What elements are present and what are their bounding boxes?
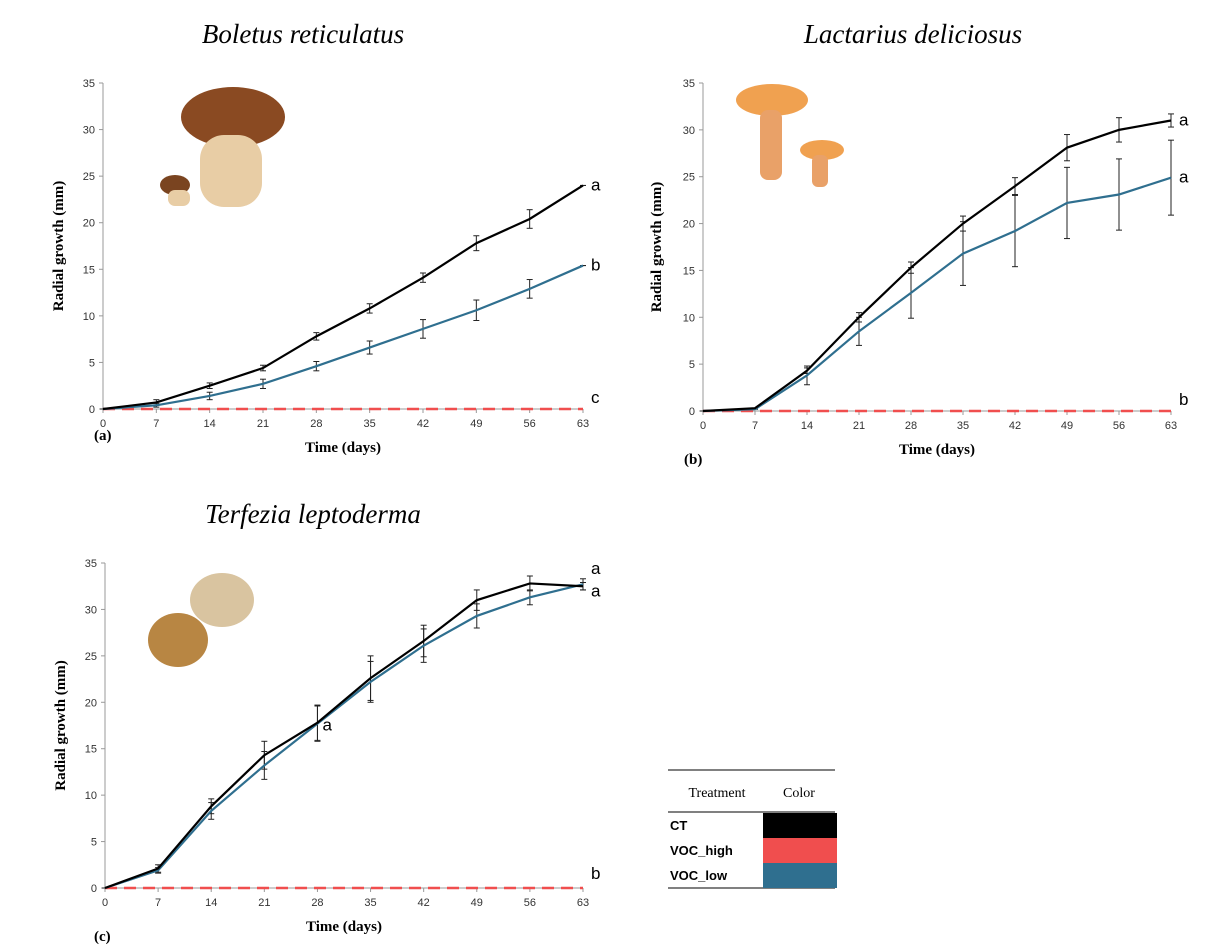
end-label: a xyxy=(591,175,601,194)
end-label: c xyxy=(591,388,600,407)
x-tick-label: 49 xyxy=(471,897,483,909)
panel-label: (b) xyxy=(684,452,702,468)
x-axis-label: Time (days) xyxy=(306,919,382,935)
x-tick-label: 56 xyxy=(1113,420,1125,432)
x-tick-label: 14 xyxy=(204,418,216,430)
x-tick-label: 0 xyxy=(102,897,108,909)
panel-label: (a) xyxy=(94,428,112,444)
y-tick-label: 0 xyxy=(89,404,95,416)
y-tick-label: 5 xyxy=(89,357,95,369)
legend-swatch xyxy=(763,838,837,863)
x-axis-label: Time (days) xyxy=(899,442,975,458)
x-tick-label: 63 xyxy=(577,418,589,430)
y-tick-label: 15 xyxy=(83,264,95,276)
y-tick-label: 10 xyxy=(83,311,95,323)
end-label: b xyxy=(591,864,600,883)
y-tick-label: 25 xyxy=(683,172,695,184)
y-tick-label: 35 xyxy=(83,78,95,90)
x-tick-label: 63 xyxy=(1165,420,1177,432)
y-tick-label: 30 xyxy=(83,125,95,137)
y-tick-label: 15 xyxy=(683,265,695,277)
x-tick-label: 35 xyxy=(364,897,376,909)
y-tick-label: 5 xyxy=(689,359,695,371)
annotation: a xyxy=(322,716,332,735)
x-tick-label: 28 xyxy=(311,897,323,909)
x-tick-label: 28 xyxy=(905,420,917,432)
x-tick-label: 35 xyxy=(364,418,376,430)
y-tick-label: 20 xyxy=(85,697,97,709)
legend-swatch xyxy=(763,863,837,888)
x-tick-label: 14 xyxy=(801,420,813,432)
x-tick-label: 28 xyxy=(310,418,322,430)
x-tick-label: 49 xyxy=(1061,420,1073,432)
legend-label: VOC_high xyxy=(670,843,733,858)
x-tick-label: 21 xyxy=(257,418,269,430)
x-tick-label: 0 xyxy=(700,420,706,432)
figure: Treatment Color CT VOC_high VOC_low Boletus… xyxy=(0,0,1223,949)
x-tick-label: 42 xyxy=(417,418,429,430)
y-tick-label: 35 xyxy=(85,558,97,570)
end-label: b xyxy=(1179,390,1188,409)
x-tick-label: 63 xyxy=(577,897,589,909)
y-axis-label: Radial growth (mm) xyxy=(649,182,665,313)
chart-title: Lactarius deliciosus xyxy=(803,19,1022,49)
y-tick-label: 30 xyxy=(85,604,97,616)
series-line xyxy=(703,178,1171,411)
x-tick-label: 7 xyxy=(752,420,758,432)
y-tick-label: 0 xyxy=(91,883,97,895)
end-label: a xyxy=(591,559,601,578)
chart-title: Terfezia leptoderma xyxy=(205,499,421,529)
end-label: a xyxy=(1179,168,1189,187)
x-tick-label: 35 xyxy=(957,420,969,432)
x-tick-label: 7 xyxy=(153,418,159,430)
x-tick-label: 21 xyxy=(853,420,865,432)
y-tick-label: 10 xyxy=(85,790,97,802)
x-tick-label: 56 xyxy=(524,897,536,909)
y-tick-label: 10 xyxy=(683,312,695,324)
legend-swatch xyxy=(763,813,837,838)
table-header: Treatment xyxy=(688,786,745,801)
x-tick-label: 7 xyxy=(155,897,161,909)
chart-title: Boletus reticulatus xyxy=(202,19,404,49)
legend-label: VOC_low xyxy=(670,868,728,883)
y-tick-label: 30 xyxy=(683,125,695,137)
illustration xyxy=(148,84,844,667)
panel-label: (c) xyxy=(94,929,111,945)
y-tick-label: 20 xyxy=(683,219,695,231)
y-tick-label: 15 xyxy=(85,744,97,756)
table-header: Color xyxy=(783,786,815,801)
end-label: a xyxy=(591,581,601,600)
y-tick-label: 35 xyxy=(683,78,695,90)
series-line xyxy=(103,266,583,409)
y-tick-label: 25 xyxy=(85,651,97,663)
x-tick-label: 42 xyxy=(1009,420,1021,432)
y-tick-label: 0 xyxy=(689,406,695,418)
y-tick-label: 25 xyxy=(83,171,95,183)
x-tick-label: 14 xyxy=(205,897,217,909)
x-tick-label: 21 xyxy=(258,897,270,909)
y-tick-label: 5 xyxy=(91,837,97,849)
y-axis-label: Radial growth (mm) xyxy=(51,181,67,312)
y-axis-label: Radial growth (mm) xyxy=(53,660,69,791)
x-tick-label: 0 xyxy=(100,418,106,430)
x-tick-label: 49 xyxy=(470,418,482,430)
x-tick-label: 56 xyxy=(524,418,536,430)
x-axis-label: Time (days) xyxy=(305,440,381,456)
end-label: a xyxy=(1179,110,1189,129)
y-tick-label: 20 xyxy=(83,218,95,230)
x-tick-label: 42 xyxy=(418,897,430,909)
end-label: b xyxy=(591,256,600,275)
legend-label: CT xyxy=(670,818,687,833)
